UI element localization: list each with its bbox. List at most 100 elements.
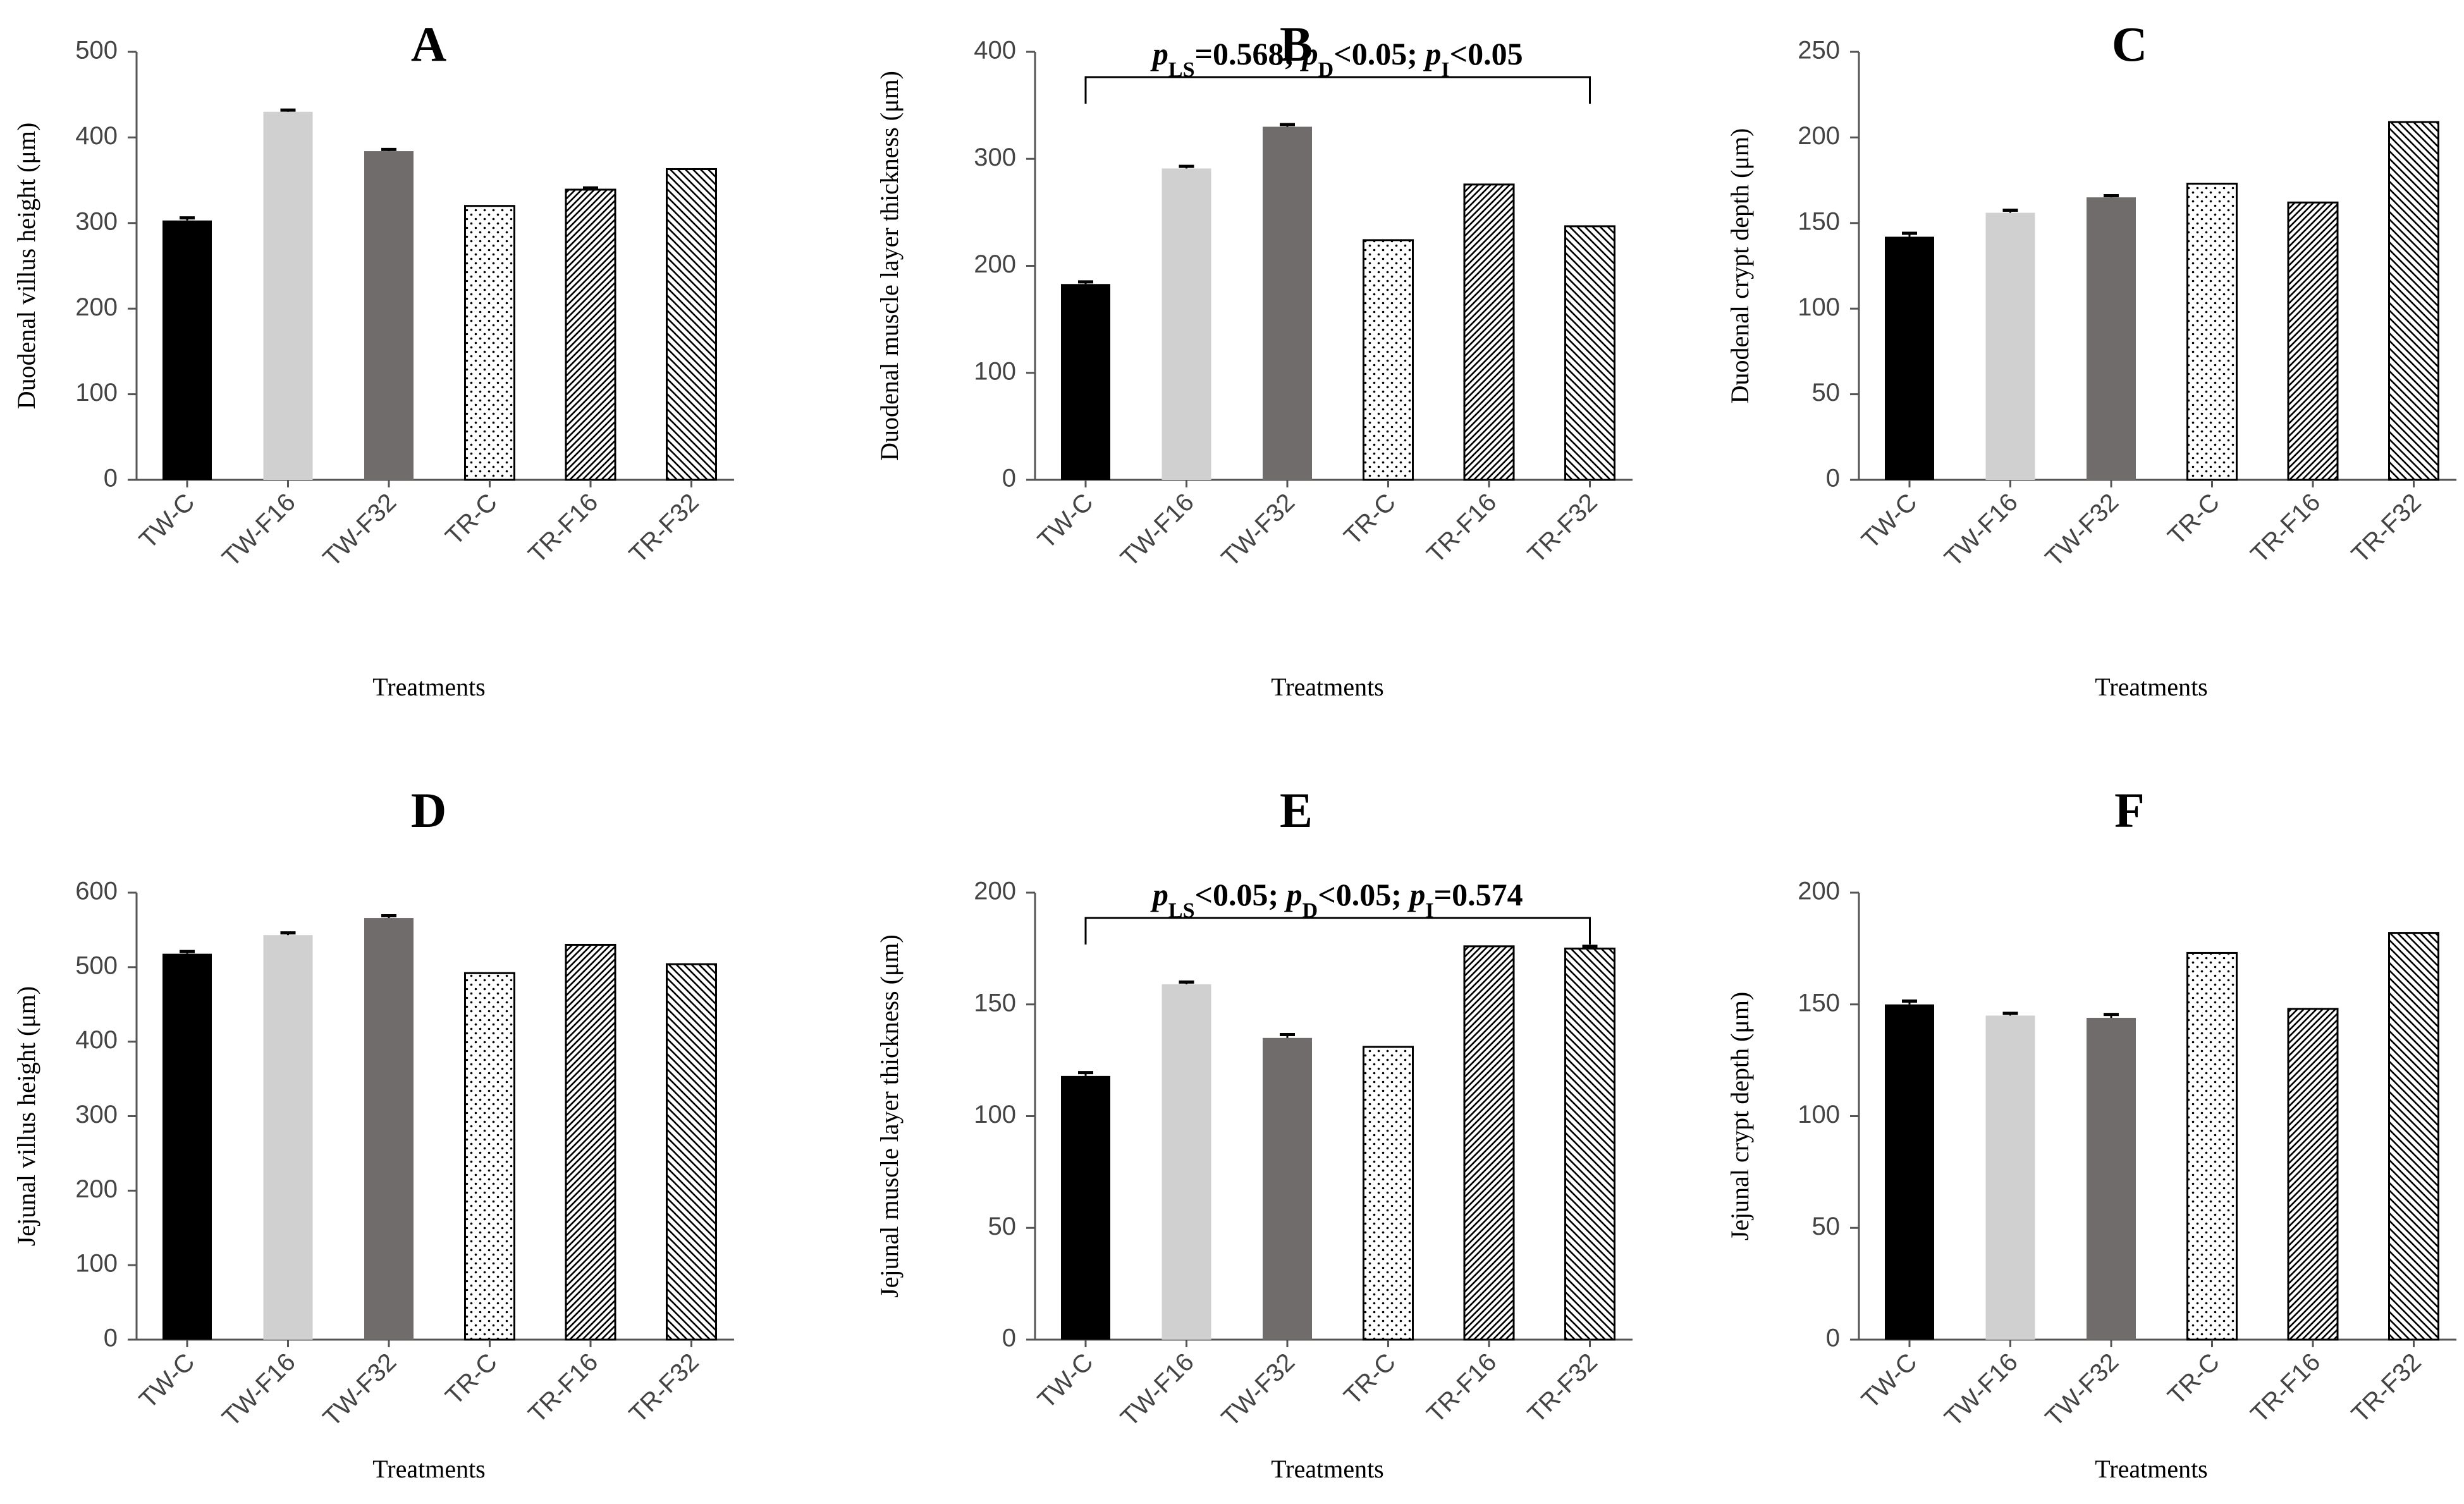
x-tick-label: TW-F16 xyxy=(1115,1348,1199,1432)
error-bar-tw-c xyxy=(1902,999,1917,1005)
panel-f-y-axis-label: Jejunal crypt depth (μm) xyxy=(1725,992,1754,1241)
panel-a: A 0 100 200 300 400 500 TW-C TW-F16 TW-F32 TR-C TR-… xyxy=(12,16,734,701)
x-tick-label: TW-F16 xyxy=(1939,1348,2023,1432)
bar-tw-f32 xyxy=(364,918,414,1340)
x-tick-label: TR-F16 xyxy=(2245,488,2326,568)
x-tick-label: TR-F32 xyxy=(2346,1348,2427,1428)
y-tick-label: 200 xyxy=(974,250,1016,278)
bar-tr-f32 xyxy=(666,168,717,481)
bar-tw-f32 xyxy=(2087,197,2136,480)
bar-tr-c xyxy=(464,205,515,481)
x-tick-label: TR-C xyxy=(1339,1348,1401,1410)
bar-tw-f16 xyxy=(263,935,313,1340)
bar-tw-c xyxy=(1061,1075,1110,1340)
y-tick-label: 400 xyxy=(75,122,118,150)
y-tick-label: 400 xyxy=(75,1026,118,1054)
bar-tw-c xyxy=(1885,236,1934,480)
error-bar-tw-c xyxy=(1902,231,1917,237)
panel-f-title: F xyxy=(2114,783,2145,838)
y-tick-label: 200 xyxy=(974,877,1016,905)
p-value-annotation: pLS=0.568; pD<0.05; pI<0.05 xyxy=(1150,36,1523,82)
bar-tw-c xyxy=(1061,284,1110,480)
y-tick-label: 0 xyxy=(1002,1324,1016,1352)
bar-tw-c xyxy=(162,953,212,1340)
error-bar-tw-f32 xyxy=(1280,123,1295,127)
panel-c-title: C xyxy=(2112,16,2147,71)
y-tick-label: 600 xyxy=(75,877,118,905)
x-tick-label: TR-C xyxy=(440,488,503,551)
bar-tr-f16 xyxy=(2287,201,2339,481)
bar-tr-f16 xyxy=(565,188,616,481)
error-bar-tw-f32 xyxy=(1280,1032,1295,1038)
panel-e: E 0 50 100 150 200 TW-C TW-F16 TW-F32 TR-C TR-F16 T… xyxy=(875,783,1633,1483)
y-tick-label: 200 xyxy=(1798,877,1840,905)
y-tick-label: 100 xyxy=(974,1101,1016,1128)
x-tick-label: TW-F16 xyxy=(217,1348,301,1432)
error-bar-tw-c xyxy=(180,950,195,954)
y-tick-label: 0 xyxy=(1826,1324,1840,1352)
error-bar-tw-f32 xyxy=(381,914,396,919)
panel-c: C 0 50 100 150 200 250 TW-C TW-F16 TW-F32 TR-C TR-F… xyxy=(1725,16,2456,701)
y-tick-label: 150 xyxy=(1798,207,1840,235)
bar-tw-f32 xyxy=(364,151,414,480)
significance-bracket xyxy=(1084,917,1591,945)
bar-tw-f32 xyxy=(1263,1037,1312,1340)
bar-tr-f32 xyxy=(1564,225,1615,481)
significance-bracket xyxy=(1084,76,1591,104)
x-tick-label: TW-F16 xyxy=(1115,488,1199,572)
bar-tr-f32 xyxy=(2388,932,2439,1341)
error-bar-tw-f16 xyxy=(1179,980,1194,984)
x-tick-label: TW-F32 xyxy=(318,488,402,572)
bar-tr-f16 xyxy=(1463,183,1515,481)
x-tick-label: TR-F16 xyxy=(2245,1348,2326,1428)
error-bar-tw-f16 xyxy=(2002,208,2018,213)
x-tick-label: TR-F32 xyxy=(1523,488,1603,568)
y-tick-label: 150 xyxy=(974,989,1016,1017)
bar-tr-f16 xyxy=(2287,1008,2339,1341)
error-bar-tw-c xyxy=(1078,280,1093,284)
error-bar-tw-f16 xyxy=(280,108,296,112)
x-tick-label: TR-C xyxy=(2162,1348,2225,1410)
bar-tr-c xyxy=(464,972,515,1341)
x-tick-label: TW-F32 xyxy=(1217,1348,1301,1432)
x-tick-label: TW-F32 xyxy=(1217,488,1301,572)
panel-e-y-axis-label: Jejunal muscle layer thickness (μm) xyxy=(875,934,904,1298)
panel-a-y-axis-label: Duodenal villus height (μm) xyxy=(12,123,40,410)
x-tick-label: TW-F32 xyxy=(2040,488,2124,572)
y-tick-label: 100 xyxy=(1798,1101,1840,1128)
error-bar-tw-f16 xyxy=(1179,164,1194,169)
bar-tr-f32 xyxy=(2388,121,2439,481)
bar-tr-f16 xyxy=(1463,945,1515,1341)
error-bar-tr-f16 xyxy=(583,186,598,190)
panel-b-y-axis-label: Duodenal muscle layer thickness (μm) xyxy=(875,71,904,461)
y-tick-label: 300 xyxy=(75,1101,118,1128)
p-value-annotation: pLS<0.05; pD<0.05; pI=0.574 xyxy=(1150,877,1523,922)
error-bar-tw-c xyxy=(180,216,195,221)
y-tick-label: 100 xyxy=(75,379,118,407)
bar-tr-c xyxy=(1363,239,1414,481)
x-tick-label: TR-F32 xyxy=(2346,488,2427,568)
panel-e-x-axis-label: Treatments xyxy=(1271,1455,1384,1483)
panel-d-title: D xyxy=(411,783,446,838)
panel-d: D 0 100 200 300 400 500 600 TW-C TW-F16 TW-F32 TR-C… xyxy=(12,783,734,1483)
x-tick-label: TR-F32 xyxy=(624,1348,704,1428)
y-tick-label: 0 xyxy=(1002,465,1016,492)
bar-tw-f16 xyxy=(1985,1015,2035,1340)
y-tick-label: 100 xyxy=(1798,293,1840,321)
panel-a-x-axis-label: Treatments xyxy=(372,673,486,701)
error-bar-tw-f32 xyxy=(2104,193,2119,198)
error-bar-tw-f32 xyxy=(2104,1013,2119,1018)
x-tick-label: TR-F16 xyxy=(1421,1348,1502,1428)
x-tick-label: TW-C xyxy=(134,488,200,554)
bar-tr-f16 xyxy=(565,943,616,1341)
panel-d-y-axis-label: Jejunal villus height (μm) xyxy=(12,986,40,1246)
y-tick-label: 500 xyxy=(75,951,118,979)
bar-tr-f32 xyxy=(666,963,717,1341)
bar-tw-f16 xyxy=(1162,984,1211,1340)
x-tick-label: TW-C xyxy=(1033,1348,1098,1414)
bar-tw-f32 xyxy=(2087,1017,2136,1340)
x-tick-label: TR-F32 xyxy=(624,488,704,568)
y-tick-label: 50 xyxy=(1812,379,1841,407)
